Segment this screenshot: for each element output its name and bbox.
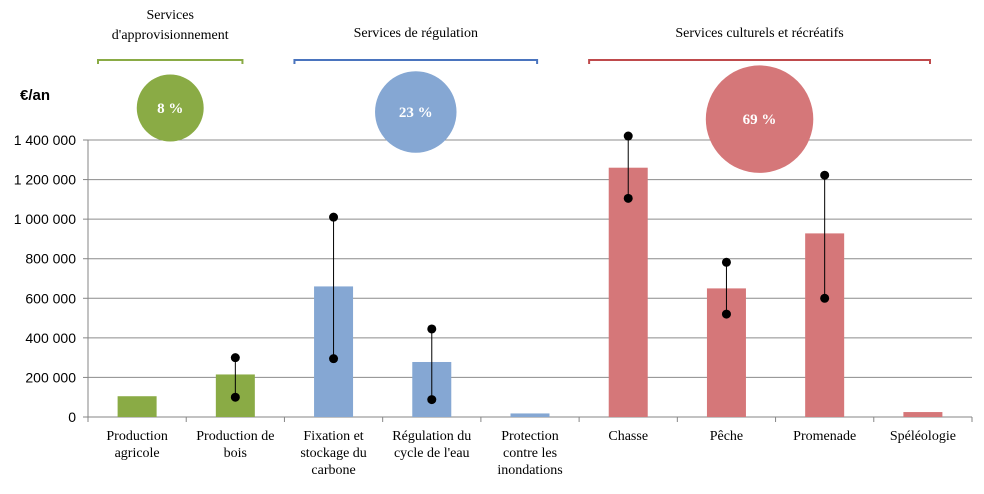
- category-label: Promenade: [793, 429, 856, 444]
- y-tick-label: 1 200 000: [14, 172, 76, 188]
- category-label-line: carbone: [311, 463, 355, 478]
- bar: [903, 412, 943, 417]
- group-label-line: Services de régulation: [354, 26, 478, 41]
- range-low-point: [721, 309, 731, 319]
- y-axis-unit: €/an: [20, 87, 50, 104]
- group-bracket: [588, 59, 931, 64]
- range-high-point: [230, 353, 240, 363]
- category-label-line: Spéléologie: [890, 429, 956, 444]
- category-label-line: stockage du: [300, 446, 366, 461]
- share-label: 8 %: [157, 101, 183, 117]
- bar: [510, 413, 550, 417]
- range-high-point: [427, 324, 437, 334]
- category-label: Spéléologie: [890, 429, 956, 444]
- range-low-point: [427, 395, 437, 405]
- y-tick-label: 200 000: [25, 369, 76, 385]
- category-label-line: Protection: [501, 429, 559, 444]
- category-label-line: Chasse: [608, 429, 648, 444]
- category-label: Protection contre les inondations: [497, 429, 562, 478]
- bars: [117, 167, 943, 417]
- y-axis: 0 200 000 400 000 600 000 800 000 1 000 000 1 …: [14, 132, 973, 425]
- group-label-line: d'approvisionnement: [112, 28, 229, 43]
- y-tick-label: 800 000: [25, 251, 76, 267]
- bar: [117, 396, 157, 417]
- share-bubble: [705, 65, 814, 173]
- bar: [608, 167, 648, 417]
- range-low-point: [820, 293, 830, 303]
- group-label: Services d'approvisionnement: [112, 8, 229, 43]
- y-tick-label: 1 000 000: [14, 211, 76, 227]
- range-low-point: [329, 354, 339, 364]
- share-bubble: [136, 74, 204, 142]
- category-label: Régulation du cycle de l'eau: [392, 429, 471, 461]
- category-label-line: Production de: [196, 429, 274, 444]
- category-label-line: bois: [224, 446, 247, 461]
- range-low-point: [230, 392, 240, 402]
- category-label-line: Fixation et: [303, 429, 363, 444]
- category-label: Production de bois: [196, 429, 274, 461]
- category-label-line: Promenade: [793, 429, 856, 444]
- category-label: Production agricole: [106, 429, 167, 461]
- category-label-line: agricole: [115, 446, 160, 461]
- group-label-line: Services: [147, 8, 194, 23]
- category-label-line: cycle de l'eau: [394, 446, 470, 461]
- category-label: Fixation et stockage du carbone: [300, 429, 366, 478]
- category-label-line: inondations: [497, 463, 562, 478]
- service-groups: Services d'approvisionnement Services de r…: [97, 8, 931, 64]
- share-bubbles: 8 % 23 % 69 %: [136, 65, 814, 173]
- range-high-point: [329, 212, 339, 222]
- range-low-point: [623, 193, 633, 203]
- range-high-point: [820, 170, 830, 180]
- category-label: Pêche: [710, 429, 743, 444]
- group-bracket: [293, 59, 539, 64]
- category-label-line: Pêche: [710, 429, 743, 444]
- category-label-line: contre les: [503, 446, 557, 461]
- group-bracket: [97, 59, 244, 64]
- share-label: 23 %: [399, 105, 433, 121]
- category-label-line: Production: [106, 429, 167, 444]
- group-label: Services culturels et récréatifs: [675, 26, 843, 41]
- category-label-line: Régulation du: [392, 429, 471, 444]
- range-high-point: [623, 131, 633, 141]
- group-label: Services de régulation: [354, 26, 478, 41]
- share-bubble: [375, 71, 457, 153]
- y-tick-label: 400 000: [25, 330, 76, 346]
- group-label-line: Services culturels et récréatifs: [675, 26, 843, 41]
- share-label: 69 %: [743, 112, 777, 128]
- y-tick-label: 1 400 000: [14, 132, 76, 148]
- error-ranges: [230, 131, 830, 405]
- category-label: Chasse: [608, 429, 648, 444]
- y-tick-label: 0: [68, 409, 76, 425]
- x-axis-labels: Production agricole Production de bois Fixat…: [106, 429, 956, 478]
- range-high-point: [721, 257, 731, 267]
- y-tick-label: 600 000: [25, 290, 76, 306]
